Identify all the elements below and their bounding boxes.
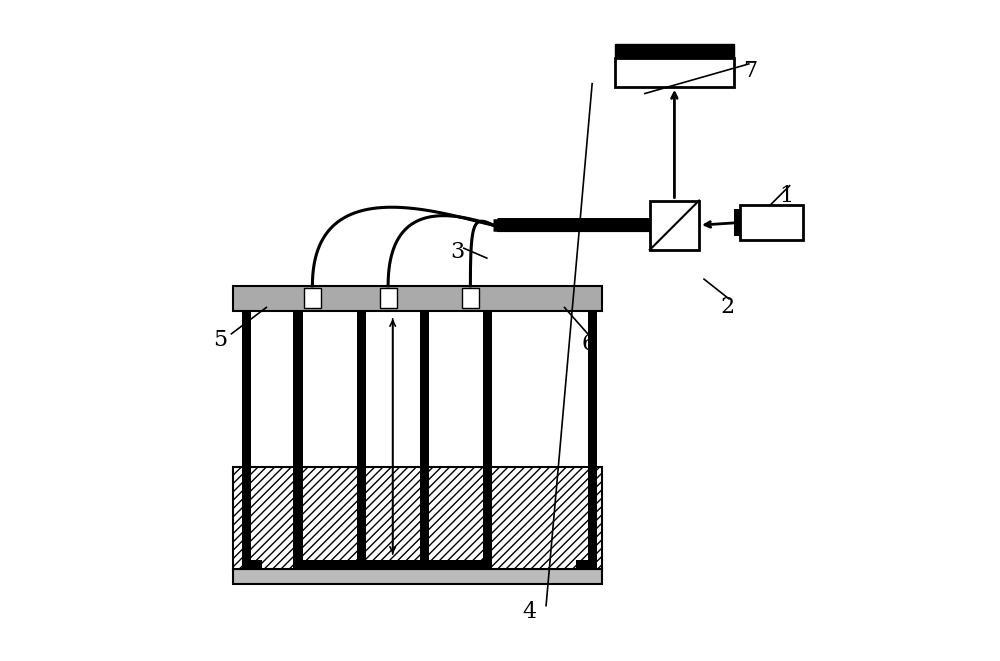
Bar	[304, 288, 321, 308]
Bar	[293, 311, 303, 569]
Bar	[576, 561, 597, 569]
Text: 2: 2	[720, 297, 734, 319]
Bar	[242, 311, 251, 569]
Bar	[357, 311, 366, 569]
Bar	[233, 467, 602, 569]
Text: 1: 1	[779, 184, 793, 207]
Text: 4: 4	[523, 602, 537, 623]
Bar	[740, 206, 803, 240]
Bar	[357, 561, 429, 569]
Bar	[357, 311, 366, 569]
Bar	[650, 200, 699, 250]
Bar	[420, 311, 429, 569]
Bar	[615, 58, 734, 87]
Bar	[233, 286, 602, 311]
Bar	[734, 209, 741, 237]
Bar	[588, 311, 597, 569]
Bar	[380, 288, 397, 308]
Bar	[420, 311, 429, 569]
Bar	[462, 288, 479, 308]
Text: 7: 7	[743, 59, 757, 81]
Text: 5: 5	[213, 329, 227, 352]
Bar	[483, 311, 492, 569]
Bar	[420, 561, 492, 569]
Text: 6: 6	[582, 332, 596, 355]
Bar	[293, 561, 366, 569]
Text: 3: 3	[450, 241, 464, 262]
Bar	[615, 44, 734, 58]
Bar	[242, 561, 262, 569]
Bar	[233, 569, 602, 584]
